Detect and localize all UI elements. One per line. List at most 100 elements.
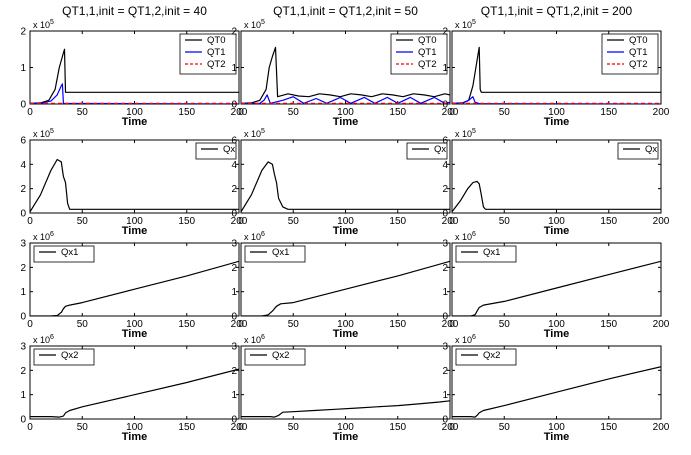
y-tick-label: 2 — [20, 366, 26, 377]
legend-entry-qt2: QT2 — [207, 59, 225, 70]
y-exponent-label: x 105 — [33, 19, 54, 30]
x-tick-label: 150 — [600, 107, 617, 118]
x-tick-label: 0 — [449, 319, 455, 330]
x-tick-label: 200 — [653, 107, 670, 118]
x-axis-label: Time — [333, 225, 358, 237]
x-tick-label: 50 — [77, 107, 89, 118]
exponent-power: 5 — [50, 128, 54, 135]
x-axis-label: Time — [122, 328, 147, 340]
x-tick-label: 50 — [288, 216, 300, 227]
y-tick-label: 0 — [442, 209, 448, 220]
y-tick-label: 4 — [442, 160, 448, 171]
y-tick-label: 2 — [442, 263, 448, 274]
legend: Qx2 — [455, 348, 517, 366]
y-tick-label: 0 — [231, 415, 237, 426]
y-tick-label: 0 — [442, 312, 448, 323]
legend: Qx2 — [244, 348, 306, 366]
column-title: QT1,1,init = QT1,2,init = 50 — [273, 4, 418, 18]
x-tick-label: 50 — [499, 319, 511, 330]
x-tick-label: 200 — [231, 422, 248, 433]
legend-box — [244, 348, 306, 366]
x-tick-label: 200 — [442, 319, 459, 330]
legend: Qx — [406, 142, 448, 160]
x-axis-label: Time — [544, 431, 569, 443]
legend-entry-qt1: QT1 — [207, 47, 225, 58]
series-line-qx1 — [452, 260, 661, 316]
legend-entry-qt0: QT0 — [418, 35, 436, 46]
column-title: QT1,1,init = QT1,2,init = 40 — [62, 4, 207, 18]
y-tick-label: 3 — [231, 239, 237, 250]
exponent-power: 6 — [50, 334, 54, 341]
y-tick-label: 1 — [442, 63, 448, 74]
exponent-power: 6 — [261, 334, 265, 341]
legend-box — [195, 142, 237, 160]
x-tick-label: 100 — [548, 107, 565, 118]
x-axis-label: Time — [544, 116, 569, 128]
legend-entry-qx1: Qx1 — [61, 247, 78, 258]
legend-entry-qx1: Qx1 — [272, 247, 289, 258]
y-tick-label: 3 — [231, 342, 237, 353]
series-line-qx — [241, 161, 450, 213]
legend-box — [244, 245, 306, 263]
legend: Qx2 — [33, 348, 95, 366]
y-tick-label: 4 — [231, 160, 237, 171]
exponent-base: x 10 — [33, 129, 50, 139]
x-tick-label: 0 — [27, 422, 33, 433]
exponent-power: 5 — [261, 19, 265, 26]
y-exponent-label: x 105 — [244, 19, 265, 30]
legend: Qx — [617, 142, 659, 160]
y-tick-label: 3 — [442, 342, 448, 353]
legend: Qx1 — [455, 245, 517, 263]
y-tick-label: 2 — [442, 366, 448, 377]
x-tick-label: 0 — [449, 107, 455, 118]
exponent-base: x 10 — [455, 20, 472, 30]
panel-r2-c3: 0 50 100 150 200 Time 0 2 4 6 x 105 Qx — [442, 128, 669, 237]
x-axis-label: Time — [333, 431, 358, 443]
exponent-power: 5 — [472, 128, 476, 135]
legend-box — [601, 33, 659, 75]
series-line-qx1 — [241, 260, 450, 316]
x-tick-label: 150 — [178, 422, 195, 433]
y-exponent-label: x 105 — [455, 19, 476, 30]
legend-entry-qx1: Qx1 — [483, 247, 500, 258]
exponent-base: x 10 — [455, 335, 472, 345]
y-tick-label: 0 — [20, 312, 26, 323]
exponent-base: x 10 — [244, 129, 261, 139]
exponent-base: x 10 — [455, 129, 472, 139]
x-tick-label: 50 — [288, 107, 300, 118]
x-tick-label: 100 — [126, 422, 143, 433]
series-line-qx2 — [452, 366, 661, 418]
x-tick-label: 50 — [288, 422, 300, 433]
x-axis-label: Time — [333, 116, 358, 128]
x-tick-label: 50 — [499, 422, 511, 433]
legend-box — [406, 142, 448, 160]
x-tick-label: 150 — [178, 107, 195, 118]
y-tick-label: 0 — [442, 100, 448, 111]
x-tick-label: 0 — [238, 216, 244, 227]
x-tick-label: 200 — [653, 422, 670, 433]
legend: Qx1 — [33, 245, 95, 263]
exponent-base: x 10 — [244, 335, 261, 345]
exponent-power: 6 — [472, 334, 476, 341]
x-tick-label: 100 — [337, 216, 354, 227]
x-tick-label: 0 — [449, 422, 455, 433]
x-tick-label: 150 — [178, 319, 195, 330]
x-tick-label: 0 — [238, 319, 244, 330]
exponent-base: x 10 — [33, 232, 50, 242]
x-tick-label: 150 — [600, 422, 617, 433]
exponent-power: 6 — [261, 231, 265, 238]
y-tick-label: 1 — [20, 63, 26, 74]
x-tick-label: 150 — [389, 319, 406, 330]
x-tick-label: 150 — [389, 107, 406, 118]
exponent-base: x 10 — [455, 232, 472, 242]
legend-entry-qx2: Qx2 — [483, 350, 500, 361]
y-tick-label: 1 — [231, 63, 237, 74]
x-tick-label: 50 — [288, 319, 300, 330]
legend-entry-qt2: QT2 — [629, 59, 647, 70]
series-line-qx1 — [30, 260, 239, 316]
y-tick-label: 6 — [442, 136, 448, 147]
